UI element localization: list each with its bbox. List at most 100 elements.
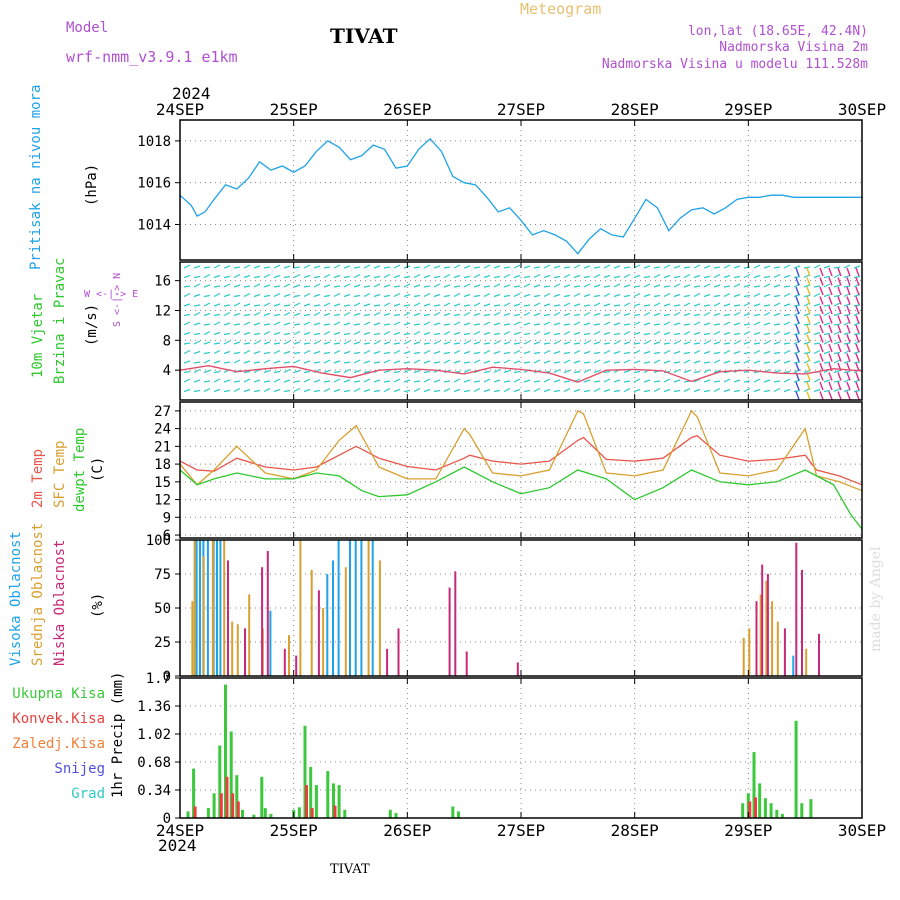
wind-barb <box>183 342 191 345</box>
wind-barb <box>543 264 551 269</box>
wind-barb <box>773 323 781 326</box>
wind-barb <box>593 330 601 336</box>
wind-barb <box>483 388 491 393</box>
wind-barb <box>593 359 601 364</box>
x-tick-label-bottom: 30SEP <box>838 821 886 840</box>
wind-barb <box>493 389 501 393</box>
wind-barb <box>393 303 401 307</box>
wind-barb <box>263 294 271 298</box>
bar-precip-1 <box>193 806 197 818</box>
wind-barb <box>363 292 371 298</box>
wind-barb <box>643 322 651 326</box>
wind-barb <box>463 265 471 269</box>
legend-hail: Grad <box>71 786 105 802</box>
wind-barb <box>543 342 551 345</box>
wind-barb <box>513 331 521 336</box>
wind-barb <box>383 312 391 317</box>
wind-barb <box>783 331 791 336</box>
wind-barb <box>813 285 821 288</box>
wind-barb <box>543 378 551 383</box>
bar-precip-0 <box>212 793 216 818</box>
wind-barb <box>683 341 691 345</box>
wind-barb <box>313 389 321 393</box>
legend-conv-rain: Konvek.Kisa <box>12 711 105 727</box>
y-tick-label: 12 <box>154 493 171 509</box>
wind-barb <box>623 351 631 355</box>
wind-barb <box>693 360 701 364</box>
wind-barb <box>443 273 451 279</box>
wind-barb <box>503 302 511 307</box>
wind-barb <box>223 389 231 393</box>
wind-barb <box>513 360 521 364</box>
wind-barb <box>523 275 531 279</box>
wind-barb <box>643 304 651 307</box>
wind-barb <box>813 264 821 269</box>
meteogram-label: Meteogram <box>520 0 602 18</box>
wind-barb <box>828 334 833 343</box>
wind-barb <box>653 302 661 307</box>
wind-barb <box>828 286 833 296</box>
wind-barb <box>846 277 851 286</box>
wind-barb <box>383 380 391 383</box>
wind-barb <box>837 334 842 343</box>
wind-barb <box>819 315 824 324</box>
wind-barb <box>683 351 691 355</box>
bar-clouds-2 <box>227 560 229 676</box>
wind-barb <box>213 292 221 298</box>
wind-barb <box>203 294 211 298</box>
wind-barb <box>413 284 421 288</box>
coords-label: lon,lat (18.65E, 42.4N) <box>687 24 868 39</box>
x-tick-label-top: 24SEP <box>156 100 204 119</box>
wind-barb <box>753 303 761 307</box>
wind-barb <box>543 349 551 355</box>
wind-barb <box>263 341 271 345</box>
wind-barb <box>743 273 751 279</box>
wind-barb <box>413 273 421 279</box>
wind-barb <box>473 323 481 326</box>
wind-barb <box>303 331 311 336</box>
wind-barb <box>855 391 860 400</box>
wind-barb <box>353 341 361 345</box>
wind-barb <box>323 380 331 383</box>
bar-clouds-0 <box>195 540 198 676</box>
wind-barb <box>855 267 860 277</box>
wind-barb <box>223 361 231 364</box>
wind-barb <box>323 387 331 393</box>
wind-barb <box>553 283 561 288</box>
bar-clouds-2 <box>266 550 269 676</box>
wind-barb <box>673 293 681 298</box>
wind-barb <box>833 380 841 383</box>
bar-precip-1 <box>754 797 757 818</box>
wind-barb <box>443 330 451 336</box>
wind-barb <box>323 369 331 374</box>
wind-barb <box>363 313 371 317</box>
wind-barb <box>273 303 281 307</box>
wind-barb <box>203 341 211 345</box>
wind-barb <box>323 302 331 307</box>
temp2m-label: 2m Temp <box>30 448 46 508</box>
wind-barb <box>693 321 701 326</box>
bar-clouds-0 <box>371 540 374 676</box>
wind-barb <box>273 313 281 317</box>
wind-barb <box>853 304 861 307</box>
wind-barb <box>723 264 731 269</box>
wind-barb <box>819 267 824 277</box>
wind-barb <box>663 349 671 355</box>
wind-barb <box>623 380 631 383</box>
wind-barb <box>223 340 231 345</box>
wind-barb <box>653 312 661 317</box>
wind-barb <box>243 349 251 355</box>
wind-barb <box>463 389 471 393</box>
wind-barb <box>855 362 860 372</box>
wind-barb <box>283 283 291 288</box>
wind-barb <box>453 292 461 298</box>
wind-barb <box>323 266 331 269</box>
wind-barb <box>323 294 331 298</box>
wind-barb <box>503 330 511 336</box>
wind-barb <box>503 294 511 298</box>
wind-barb <box>483 349 491 355</box>
wind-barb <box>563 330 571 336</box>
wind-barb <box>819 277 824 286</box>
wind-barb <box>806 296 811 305</box>
wind-barb <box>503 359 511 364</box>
